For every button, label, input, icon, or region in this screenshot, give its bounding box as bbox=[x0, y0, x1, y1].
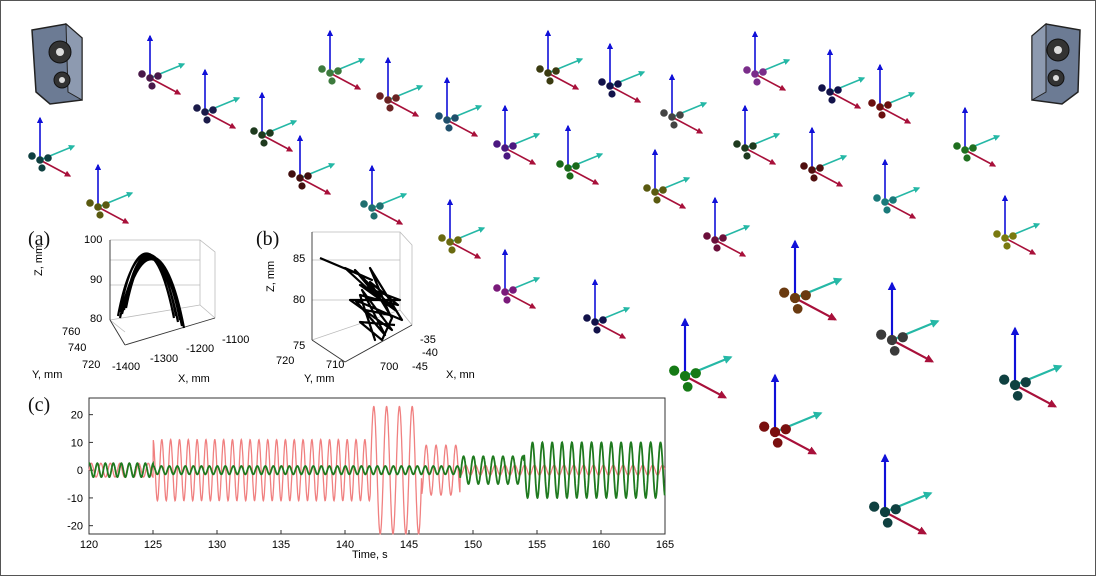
marker-triad bbox=[556, 124, 604, 185]
panel-a-ytick-2: 740 bbox=[68, 342, 86, 354]
marker-triad bbox=[999, 326, 1063, 408]
panel-a-ytick-1: 760 bbox=[62, 326, 80, 338]
marker-triad bbox=[643, 148, 691, 209]
panel-b-xtick-3: -45 bbox=[412, 361, 428, 373]
panel-b-ytick-1: 720 bbox=[276, 355, 294, 367]
panel-a-plot: Z, mm 100 90 80 760 740 720 Y, mm -1400 … bbox=[32, 234, 249, 385]
panel-b-xlabel: X, mn bbox=[446, 369, 475, 381]
panel-b-xtick-1: -35 bbox=[420, 334, 436, 346]
panel-b-plot: Z, mm 85 80 75 720 710 700 Y, mm -35 -40… bbox=[265, 231, 475, 385]
marker-triad bbox=[743, 30, 791, 91]
marker-triad bbox=[493, 248, 541, 309]
marker-triad bbox=[800, 126, 848, 187]
right-speaker-icon bbox=[1031, 22, 1081, 105]
panel-b-ytick-3: 700 bbox=[380, 361, 398, 373]
marker-triad bbox=[493, 104, 541, 165]
marker-triad bbox=[193, 68, 241, 129]
panel-a-label: (a) bbox=[28, 228, 51, 250]
marker-triad bbox=[435, 76, 483, 137]
panel-b-xtick-2: -40 bbox=[422, 347, 438, 359]
panel-a-zlabel: Z, mm bbox=[33, 245, 45, 276]
panel-b-trajectory bbox=[319, 256, 404, 342]
panel-a-ztick-3: 80 bbox=[90, 313, 102, 325]
marker-triad bbox=[583, 278, 631, 339]
marker-triad bbox=[993, 194, 1041, 255]
panel-a-ztick-2: 90 bbox=[90, 274, 102, 286]
marker-triad bbox=[288, 134, 336, 195]
panel-c-label: (c) bbox=[28, 394, 51, 416]
marker-triad bbox=[536, 29, 584, 90]
panel-b-ztick-2: 80 bbox=[293, 294, 305, 306]
marker-triad bbox=[660, 73, 708, 134]
marker-triad bbox=[138, 34, 186, 95]
marker-triads bbox=[28, 29, 1063, 535]
marker-triad bbox=[669, 317, 733, 399]
marker-triad bbox=[703, 196, 751, 257]
marker-triad bbox=[250, 91, 298, 152]
panel-b-ylabel: Y, mm bbox=[304, 373, 334, 385]
panel-a-ytick-3: 720 bbox=[82, 359, 100, 371]
marker-triad bbox=[876, 281, 940, 363]
marker-triad bbox=[779, 239, 843, 321]
panel-b-zlabel: Z, mm bbox=[265, 261, 277, 292]
marker-triad bbox=[86, 163, 134, 224]
panel-a-ztick-1: 100 bbox=[84, 234, 102, 246]
panel-b-ytick-2: 710 bbox=[326, 359, 344, 371]
marker-triad bbox=[759, 373, 823, 455]
marker-triad bbox=[873, 158, 921, 219]
marker-triad bbox=[438, 198, 486, 259]
marker-triad bbox=[733, 104, 781, 165]
marker-triad bbox=[818, 48, 866, 109]
panel-b-label: (b) bbox=[256, 228, 280, 250]
panel-a-xtick-4: -1100 bbox=[222, 334, 249, 346]
marker-triad bbox=[598, 42, 646, 103]
panel-a-xtick-1: -1400 bbox=[112, 361, 140, 373]
marker-triad bbox=[953, 106, 1001, 167]
marker-triad bbox=[868, 63, 916, 124]
marker-triad bbox=[376, 56, 424, 117]
marker-triad bbox=[869, 453, 933, 535]
panel-b-ztick-1: 85 bbox=[293, 253, 305, 265]
panel-a-xtick-3: -1200 bbox=[186, 343, 214, 355]
panel-a-xlabel: X, mm bbox=[178, 373, 210, 385]
panel-b-ztick-3: 75 bbox=[293, 340, 305, 352]
marker-triad bbox=[360, 164, 408, 225]
marker-triad bbox=[28, 116, 76, 177]
panel-a-trajectory bbox=[116, 252, 186, 329]
marker-triad bbox=[318, 29, 366, 90]
panel-a-ylabel: Y, mm bbox=[32, 369, 62, 381]
panel-a-xtick-2: -1300 bbox=[150, 353, 178, 365]
left-speaker-icon bbox=[31, 22, 83, 105]
